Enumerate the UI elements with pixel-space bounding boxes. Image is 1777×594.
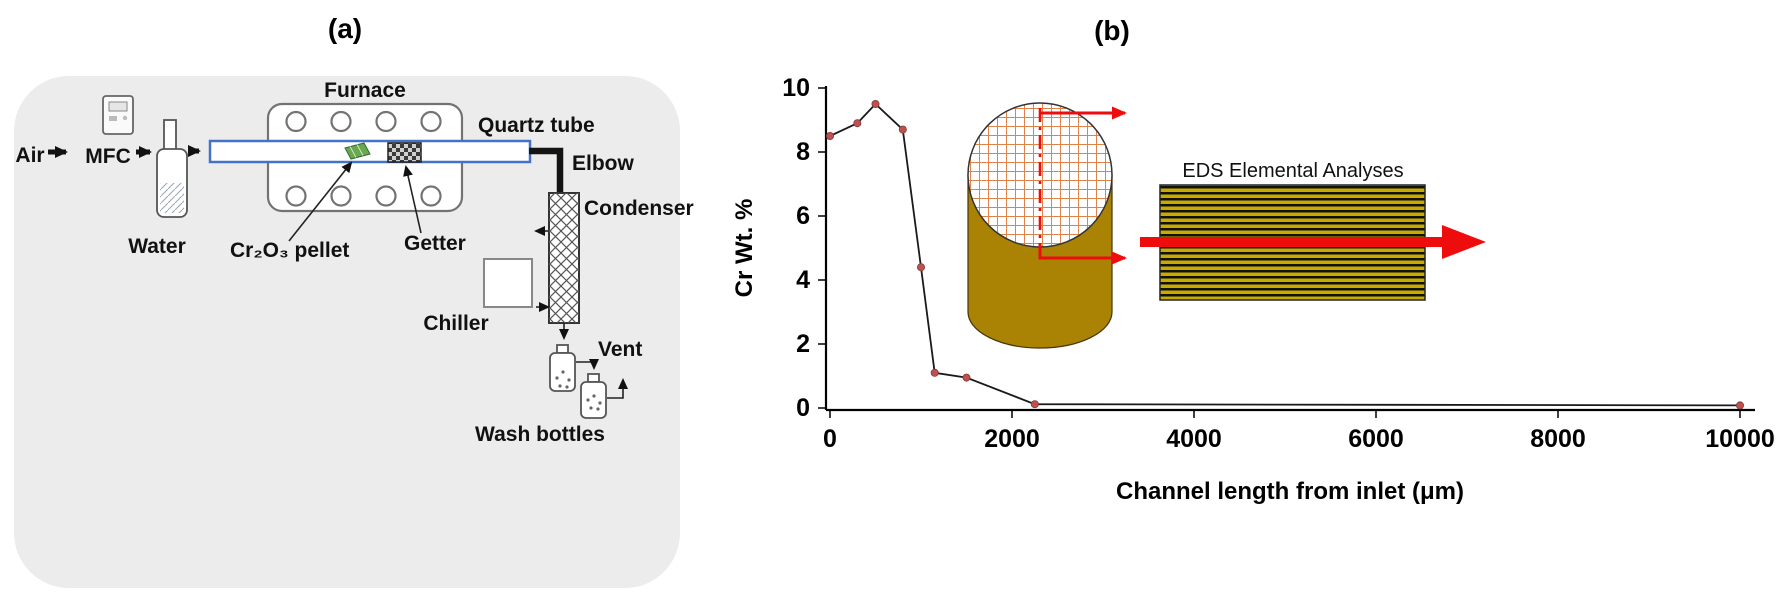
quartz-tube-label: Quartz tube [478, 114, 595, 137]
vent-label: Vent [598, 338, 642, 361]
condenser-column [548, 192, 580, 324]
vent-arrow [607, 378, 628, 399]
data-point [853, 119, 862, 128]
data-point [898, 125, 907, 134]
chiller-label: Chiller [423, 312, 488, 335]
quartz-tube [208, 139, 532, 164]
furnace-label: Furnace [324, 79, 406, 102]
y-tick-label: 10 [782, 74, 810, 102]
y-tick-label: 6 [796, 202, 810, 230]
furnace-heating-elements [285, 110, 442, 207]
section-pointer-bottom-arrow [1038, 243, 1127, 265]
data-point [826, 131, 835, 140]
x-tick-label: 4000 [1166, 425, 1222, 453]
bottle1-to-bottle2-arrow [576, 359, 599, 370]
pellet-pointer-arrow [288, 161, 353, 242]
wash-bottle-2 [580, 373, 607, 419]
wash-bottle-1 [549, 344, 576, 392]
y-tick-label: 8 [796, 138, 810, 166]
cr2o3-pellet [344, 142, 371, 160]
x-tick-label: 2000 [984, 425, 1040, 453]
panel-a-schematic: (a) Air MFC Water Furnace [14, 13, 694, 588]
monolith-cross-section [967, 102, 1127, 349]
x-tick-label: 0 [823, 425, 837, 453]
x-tick-label: 8000 [1530, 425, 1586, 453]
elbow-pipe [529, 147, 564, 192]
data-point [871, 100, 880, 109]
mfc-icon [102, 95, 134, 135]
water-bubbler [156, 119, 188, 218]
x-axis-title: Channel length from inlet (μm) [1116, 478, 1464, 505]
panel-a-label: (a) [328, 13, 362, 44]
x-tick-label: 10000 [1705, 425, 1775, 453]
y-tick-label: 2 [796, 330, 810, 358]
air-label: Air [15, 144, 44, 167]
chiller-box [483, 258, 533, 308]
y-tick-label: 0 [796, 394, 810, 422]
getter-block [387, 142, 422, 163]
chart-series [826, 100, 1745, 410]
wash-bottles-label: Wash bottles [475, 423, 605, 446]
y-tick-label: 4 [796, 266, 810, 294]
condenser-label: Condenser [584, 197, 694, 220]
eds-annotation: EDS Elemental Analyses [1182, 160, 1403, 182]
water-label: Water [128, 235, 186, 258]
scan-direction-arrowhead [1442, 225, 1486, 259]
getter-label: Getter [404, 232, 466, 255]
eds-map: EDS Elemental Analyses [1140, 160, 1486, 301]
x-tick-label: 6000 [1348, 425, 1404, 453]
panel-b-label: (b) [1094, 15, 1130, 46]
elbow-label: Elbow [572, 152, 634, 175]
data-point [962, 373, 971, 382]
pellet-label: Cr₂O₃ pellet [230, 239, 349, 262]
mfc-label: MFC [85, 145, 131, 168]
data-point [930, 368, 939, 377]
data-point [1030, 400, 1039, 409]
axis-tick-marks [818, 87, 1741, 418]
panel-b-chart: (b) 10 8 6 4 2 0 0 2000 4000 6000 [731, 15, 1775, 505]
y-axis-title: Cr Wt. % [731, 199, 758, 298]
data-point [1736, 401, 1745, 410]
data-point [916, 263, 925, 272]
getter-pointer-arrow [403, 165, 422, 234]
